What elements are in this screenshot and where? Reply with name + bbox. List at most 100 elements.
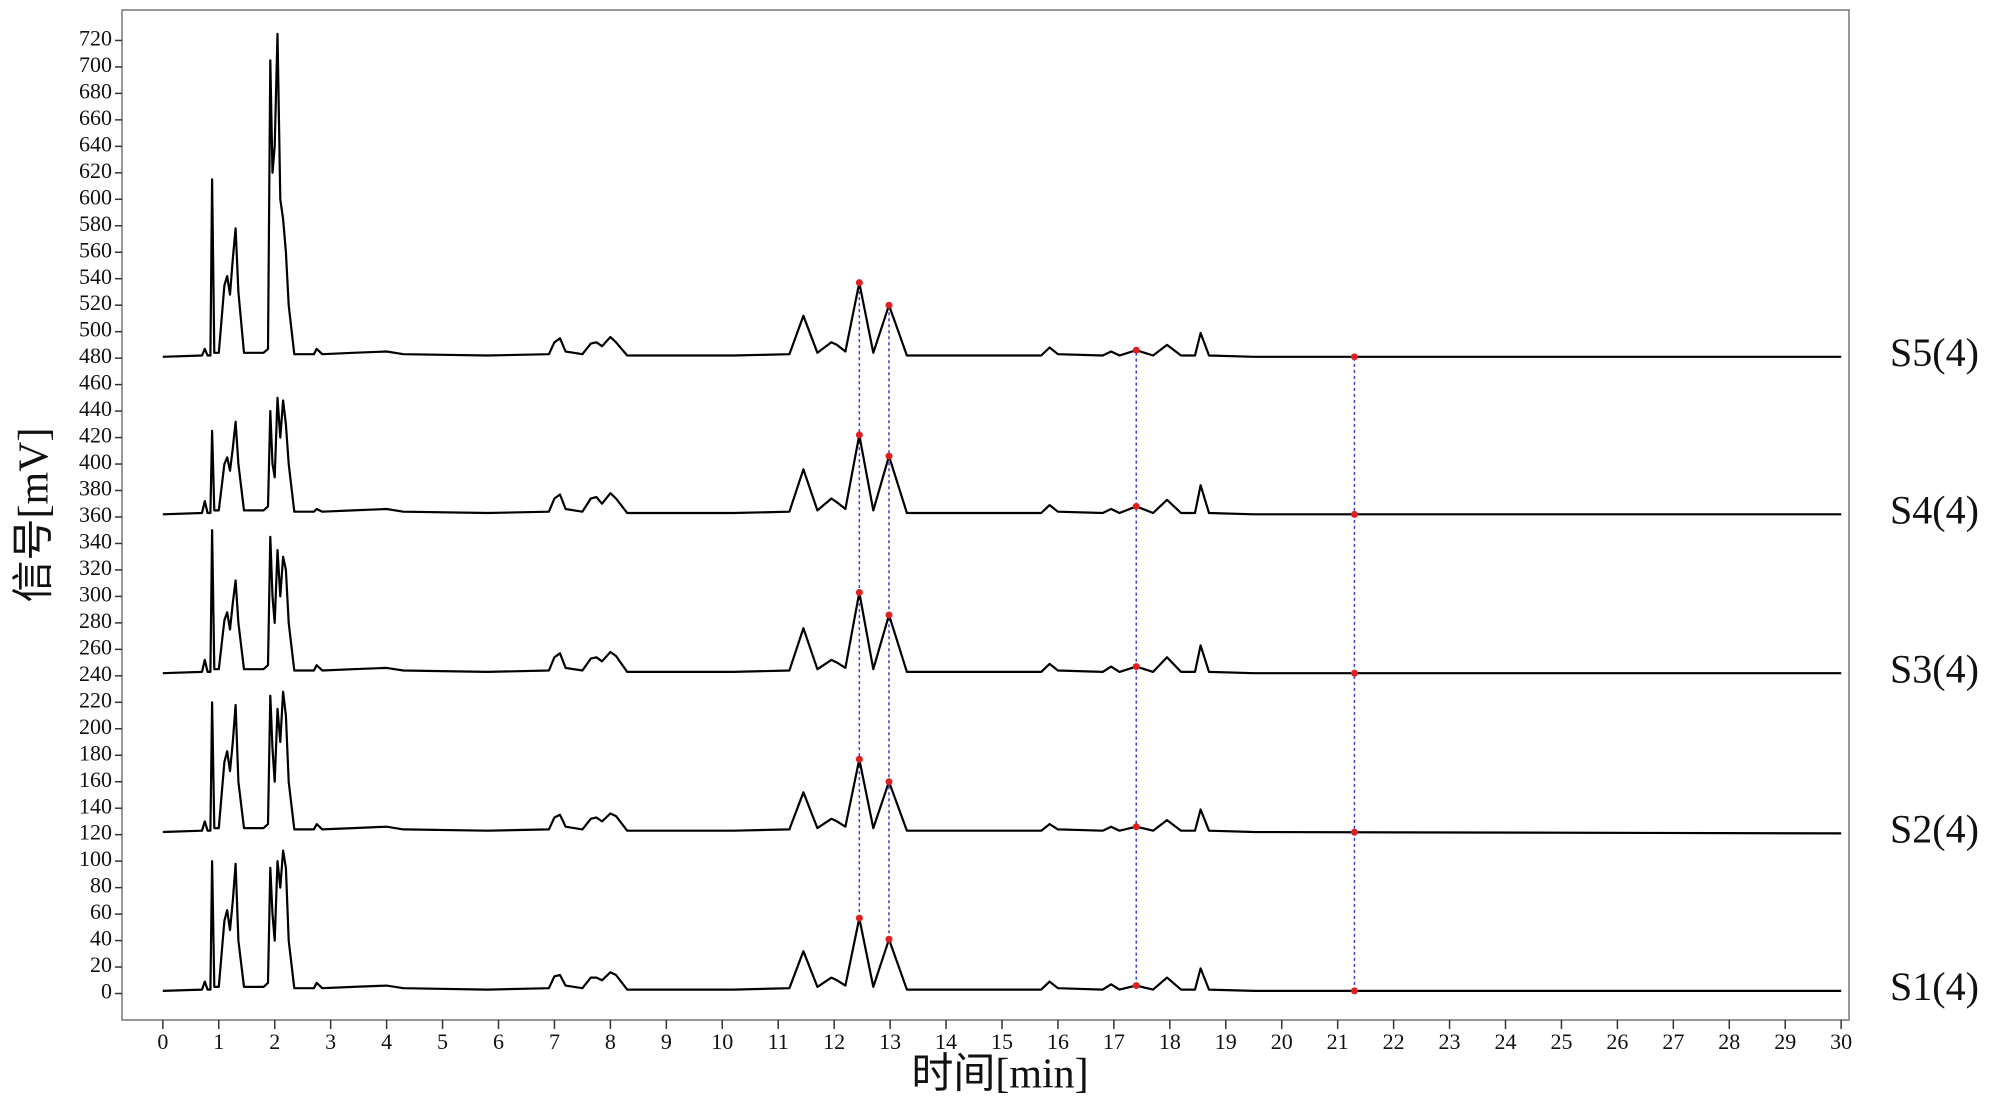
- y-tick-label: 520: [79, 290, 112, 315]
- reference-point: [885, 778, 893, 786]
- reference-point: [1350, 353, 1358, 361]
- trace-line: [162, 690, 1842, 835]
- x-tick-label: 19: [1215, 1029, 1237, 1054]
- reference-point: [855, 755, 863, 763]
- reference-point: [885, 452, 893, 460]
- y-tick-label: 40: [90, 926, 112, 951]
- reference-point: [855, 431, 863, 439]
- y-tick-label: 680: [79, 78, 112, 103]
- reference-point: [1350, 987, 1358, 995]
- y-tick-label: 200: [79, 714, 112, 739]
- y-axis-title: 信号[mV]: [12, 428, 58, 603]
- series-label: S1(4): [1890, 964, 1979, 1009]
- series-label: S4(4): [1890, 488, 1979, 533]
- y-tick-label: 320: [79, 555, 112, 580]
- y-tick-label: 60: [90, 899, 112, 924]
- reference-point: [1132, 663, 1140, 671]
- x-tick-label: 18: [1159, 1029, 1181, 1054]
- reference-point: [1350, 828, 1358, 836]
- x-tick-label: 1: [213, 1029, 224, 1054]
- y-tick-label: 180: [79, 740, 112, 765]
- x-tick-label: 4: [381, 1029, 392, 1054]
- y-tick-label: 720: [79, 25, 112, 50]
- y-tick-label: 420: [79, 423, 112, 448]
- x-tick-label: 15: [991, 1029, 1013, 1054]
- trace-line: [162, 32, 1842, 358]
- y-tick-label: 400: [79, 449, 112, 474]
- reference-point: [1132, 346, 1140, 354]
- x-tick-label: 30: [1830, 1029, 1852, 1054]
- y-tick-label: 540: [79, 264, 112, 289]
- x-tick-label: 3: [325, 1029, 336, 1054]
- y-tick-label: 160: [79, 767, 112, 792]
- x-tick-label: 26: [1606, 1029, 1628, 1054]
- trace-line: [162, 396, 1842, 516]
- x-tick-label: 8: [605, 1029, 616, 1054]
- trace-line: [162, 849, 1842, 992]
- y-tick-label: 280: [79, 608, 112, 633]
- y-tick-label: 140: [79, 793, 112, 818]
- x-tick-label: 7: [549, 1029, 560, 1054]
- x-tick-label: 10: [711, 1029, 733, 1054]
- y-tick-label: 620: [79, 158, 112, 183]
- y-tick-label: 100: [79, 846, 112, 871]
- x-tick-label: 25: [1550, 1029, 1572, 1054]
- x-tick-label: 9: [661, 1029, 672, 1054]
- y-tick-label: 240: [79, 661, 112, 686]
- x-tick-label: 16: [1047, 1029, 1069, 1054]
- y-tick-label: 460: [79, 370, 112, 395]
- y-tick-label: 260: [79, 634, 112, 659]
- y-tick-label: 660: [79, 105, 112, 130]
- series-label: S5(4): [1890, 330, 1979, 375]
- x-tick-label: 22: [1383, 1029, 1405, 1054]
- x-axis-title: 时间[min]: [911, 1052, 1088, 1098]
- trace-line: [162, 529, 1842, 675]
- x-tick-label: 24: [1495, 1029, 1517, 1054]
- reference-point: [1132, 502, 1140, 510]
- x-tick-label: 11: [768, 1029, 789, 1054]
- x-tick-label: 17: [1103, 1029, 1125, 1054]
- y-tick-label: 0: [101, 979, 112, 1004]
- x-tick-label: 5: [437, 1029, 448, 1054]
- y-tick-label: 440: [79, 396, 112, 421]
- y-tick-label: 580: [79, 211, 112, 236]
- y-tick-label: 20: [90, 952, 112, 977]
- x-tick-label: 0: [157, 1029, 168, 1054]
- y-tick-label: 300: [79, 581, 112, 606]
- y-tick-label: 380: [79, 476, 112, 501]
- x-tick-label: 2: [269, 1029, 280, 1054]
- reference-point: [1350, 669, 1358, 677]
- y-tick-label: 560: [79, 237, 112, 262]
- y-tick-label: 360: [79, 502, 112, 527]
- series-label: S2(4): [1890, 807, 1979, 852]
- x-tick-label: 14: [935, 1029, 957, 1054]
- y-tick-label: 80: [90, 873, 112, 898]
- x-tick-label: 21: [1327, 1029, 1349, 1054]
- plot-frame: [121, 9, 1850, 1021]
- x-tick-label: 13: [879, 1029, 901, 1054]
- y-tick-label: 480: [79, 343, 112, 368]
- x-tick-label: 20: [1271, 1029, 1293, 1054]
- y-tick-label: 220: [79, 687, 112, 712]
- x-tick-label: 29: [1774, 1029, 1796, 1054]
- reference-point: [1132, 982, 1140, 990]
- x-tick-label: 27: [1662, 1029, 1684, 1054]
- reference-point: [885, 301, 893, 309]
- reference-point: [855, 588, 863, 596]
- x-tick-label: 12: [823, 1029, 845, 1054]
- reference-point: [885, 935, 893, 943]
- reference-point: [1350, 510, 1358, 518]
- y-tick-label: 600: [79, 184, 112, 209]
- y-tick-label: 120: [79, 820, 112, 845]
- y-tick-label: 640: [79, 131, 112, 156]
- y-tick-label: 500: [79, 317, 112, 342]
- x-tick-label: 23: [1439, 1029, 1461, 1054]
- y-tick-label: 700: [79, 52, 112, 77]
- x-tick-label: 6: [493, 1029, 504, 1054]
- x-tick-label: 28: [1718, 1029, 1740, 1054]
- reference-point: [855, 279, 863, 287]
- reference-point: [1132, 823, 1140, 831]
- y-tick-label: 340: [79, 529, 112, 554]
- reference-point: [855, 914, 863, 922]
